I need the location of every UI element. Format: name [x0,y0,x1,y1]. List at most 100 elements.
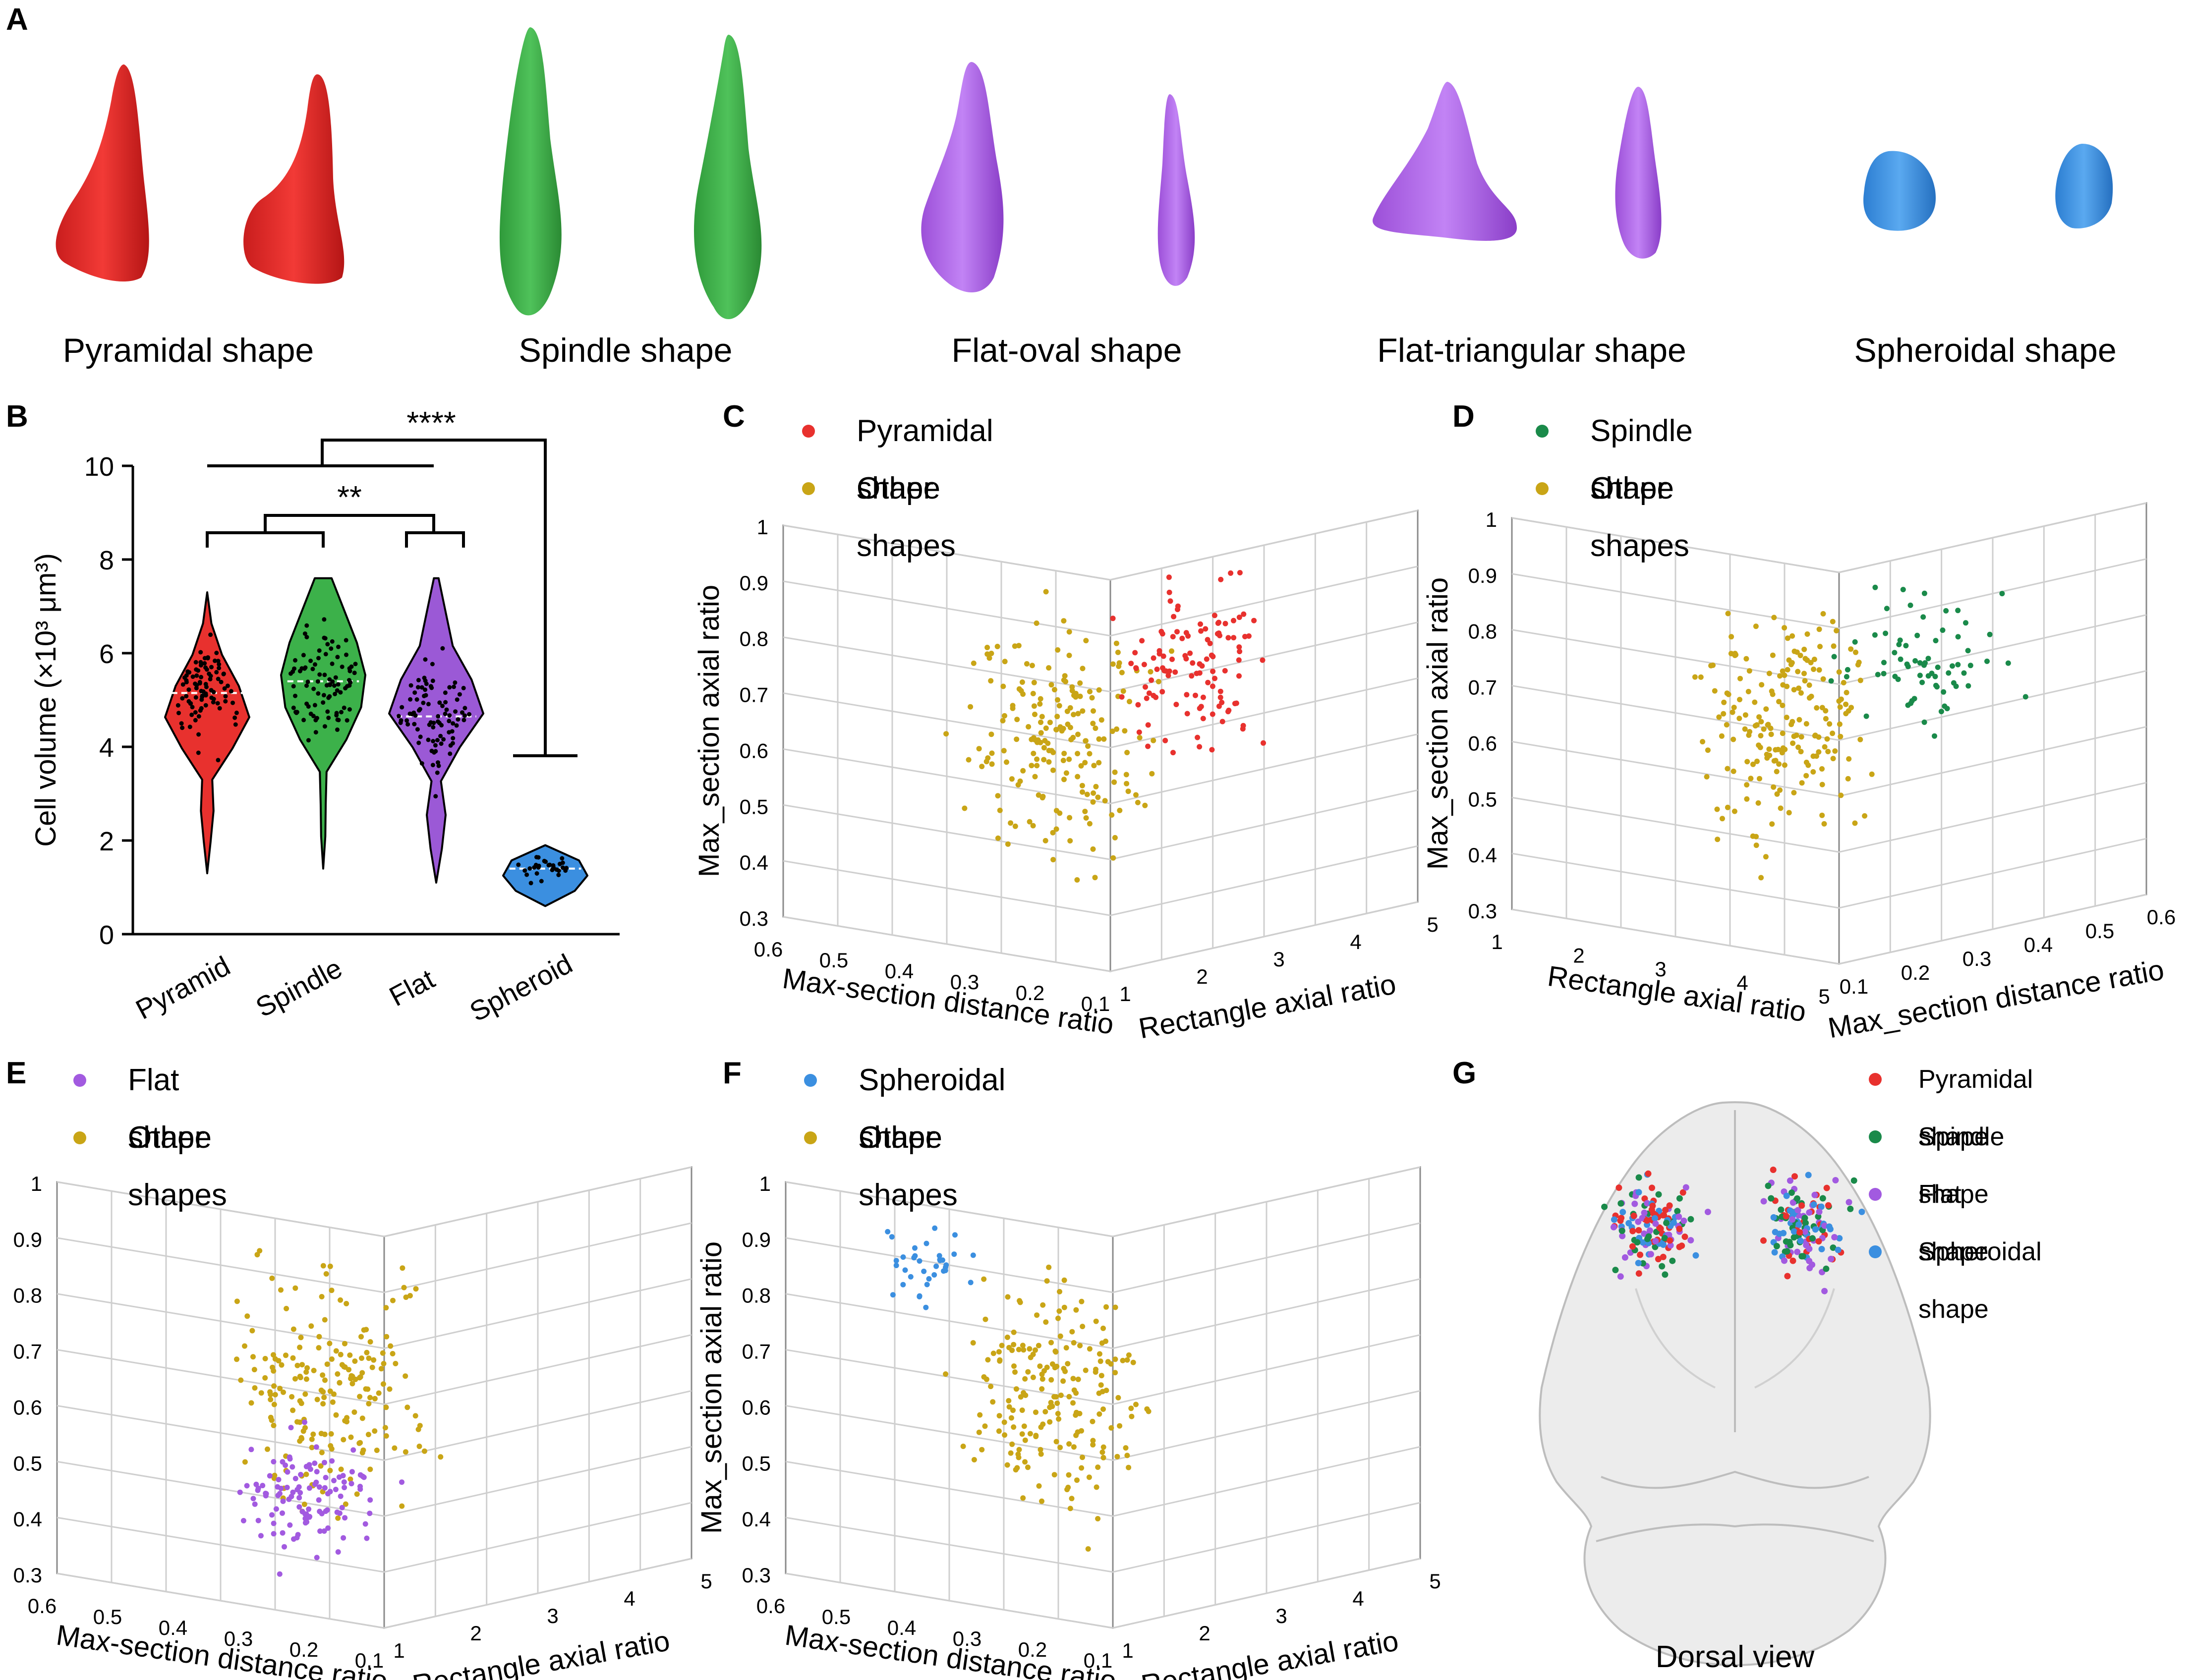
violin-point [216,659,221,664]
scatter-point-other [1005,841,1011,847]
x-tick-label: 0.5 [93,1605,122,1628]
scatter-point-other [985,1357,991,1363]
scatter-point-other [1831,643,1837,649]
violin-point [325,642,330,647]
x-tick-label: 0.1 [1081,992,1110,1015]
violin-point [348,680,353,685]
violin-point [326,716,331,720]
violin-point [455,697,460,702]
scatter-point-highlight [1241,611,1247,617]
scatter-point-other [1777,787,1783,793]
scatter-point-other [1746,732,1752,738]
violin-point [198,663,203,668]
scatter-point-other [1091,708,1096,714]
scatter-point-other [1090,846,1096,852]
scatter-point-highlight [1236,615,1242,620]
scatter-point-highlight [331,1478,337,1484]
scatter-point-other [383,1404,389,1410]
violin-point [299,666,304,671]
violin-point [457,692,462,697]
scatter-point-highlight [1261,740,1266,746]
violin-point [352,671,357,675]
scatter-point-other [1852,820,1858,826]
scatter-point-other [1820,676,1826,682]
scatter-point-highlight [1182,653,1188,659]
brain-cell-dot [1679,1189,1686,1196]
scatter-point-highlight [1179,635,1185,641]
scatter-point-highlight [1214,631,1220,637]
scatter-point-other [1126,1352,1132,1358]
scatter-point-highlight [325,1491,331,1497]
brain-cell-dot [1791,1173,1798,1180]
scatter-point-other [390,1351,396,1356]
scatter-point-other [1124,781,1130,786]
x-tick-label: 0.6 [756,1594,785,1618]
x-tick-label: 0.4 [885,959,914,983]
brain-cell-dot [1828,1255,1835,1262]
brain-cell-dot [1681,1233,1688,1240]
scatter-point-highlight [306,1485,312,1491]
scatter-point-other [1748,776,1754,782]
scatter-point-other [290,1355,296,1361]
scatter-point-other [1780,668,1786,674]
scatter-point-other [1084,791,1090,797]
scatter-point-other [284,1306,289,1311]
scatter-point-other [1754,722,1760,728]
scatter-point-other [311,1368,317,1373]
scatter-point-other [360,1447,366,1453]
scatter-point-highlight [1200,716,1206,722]
brain-cell-dot [1652,1220,1659,1227]
scatter-point-other [1068,736,1074,742]
scatter-point-highlight [1162,737,1168,743]
scatter-point-other [238,1377,244,1383]
scatter-point-other [1823,716,1829,722]
violin-point [400,705,404,710]
scatter-point-highlight [1210,683,1215,689]
scatter-point-other [1057,724,1063,730]
scatter-point-other [1795,744,1801,750]
scatter-point-other [318,1431,324,1437]
scatter-point-other [1758,733,1764,738]
scatter-point-highlight [923,1304,929,1310]
violin-point [436,760,440,765]
scatter-point-highlight [348,1481,354,1487]
scatter-point-other [1810,769,1816,775]
scatter-point-other [1006,1404,1012,1410]
violin-point [419,761,424,766]
scatter-point-other [1034,1312,1040,1318]
scatter-point-highlight [312,1460,318,1466]
scatter-point-other [333,1412,339,1418]
spheroidal-cell-3d-2 [2055,144,2113,228]
violin-point [423,657,428,662]
scatter-point-other [251,1367,257,1373]
x-tick-label: 0.6 [28,1594,57,1618]
brain-cell-dot [1649,1202,1656,1209]
scatter-point-other [1075,1376,1081,1382]
scatter-point-highlight [284,1485,290,1490]
scatter-point-other [1788,662,1794,668]
scatter-point-highlight [271,1531,277,1537]
scatter-point-other [1801,671,1807,676]
scatter-point-other [272,1392,278,1398]
violin-point [435,738,440,742]
violin-point [193,660,198,665]
scatter-point-highlight [1236,657,1242,663]
x-tick-label: 0.3 [953,1627,981,1650]
scatter-point-highlight [329,1458,335,1464]
scatter-point-other [1816,749,1822,755]
scatter-point-highlight [1961,670,1967,676]
scatter-point-other [1009,1347,1015,1353]
scatter-point-other [1857,736,1863,742]
scatter-point-other [1098,717,1104,723]
legend-dot [1869,1245,1882,1258]
scatter-point-other [359,1355,364,1361]
violin-point [189,712,194,717]
x-tick-label: 1 [1491,930,1502,953]
z-tick-label: 0.3 [742,1564,771,1587]
brain-cell-dot [1661,1212,1667,1219]
scatter-point-other [981,1276,987,1282]
legend-dot [73,1074,86,1087]
scatter-point-other [270,1364,276,1370]
scatter-point-highlight [341,1535,346,1541]
